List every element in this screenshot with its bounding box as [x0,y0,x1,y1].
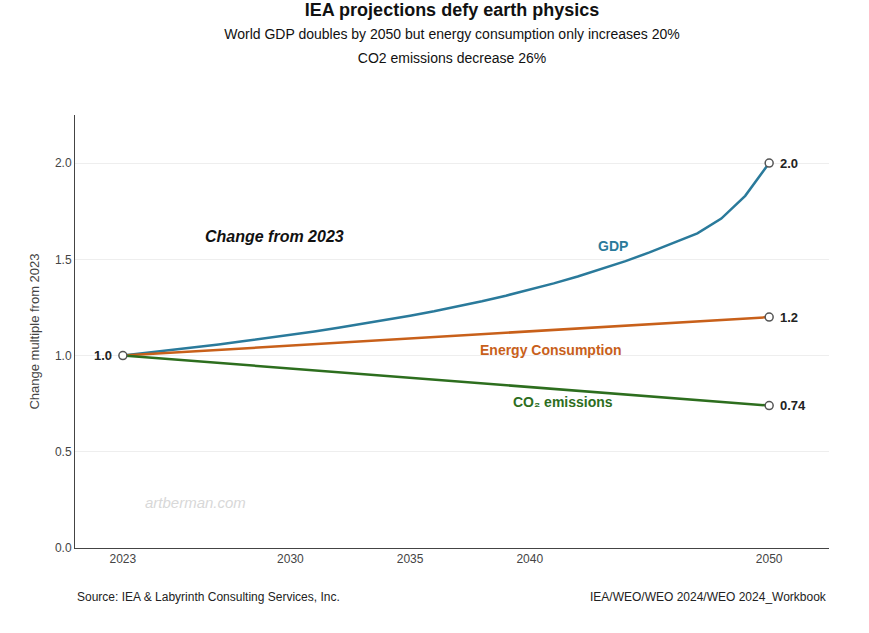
svg-text:0.74: 0.74 [780,398,806,413]
svg-text:Source: IEA & Labyrinth Consul: Source: IEA & Labyrinth Consulting Servi… [77,590,340,604]
svg-text:1.0: 1.0 [55,349,72,363]
svg-text:2023: 2023 [110,552,137,566]
svg-text:Change multiple from 2023: Change multiple from 2023 [27,253,42,409]
svg-text:0.5: 0.5 [55,445,72,459]
svg-text:2040: 2040 [516,552,543,566]
svg-text:2035: 2035 [397,552,424,566]
svg-text:1.0: 1.0 [94,348,112,363]
svg-text:2030: 2030 [277,552,304,566]
svg-text:2.0: 2.0 [55,156,72,170]
svg-text:artberman.com: artberman.com [145,494,246,511]
svg-text:1.5: 1.5 [55,253,72,267]
svg-text:IEA projections defy earth phy: IEA projections defy earth physicsWorld … [224,0,680,66]
svg-text:1.2: 1.2 [780,310,798,325]
svg-text:2050: 2050 [756,552,783,566]
svg-text:GDP: GDP [598,238,628,254]
svg-text:2.0: 2.0 [780,156,798,171]
svg-text:CO₂ emissions: CO₂ emissions [513,394,613,410]
svg-text:0.0: 0.0 [55,541,72,555]
svg-text:Energy Consumption: Energy Consumption [480,342,622,358]
svg-text:Change from 2023: Change from 2023 [205,228,344,245]
svg-text:IEA/WEO/WEO 2024/WEO 2024_Work: IEA/WEO/WEO 2024/WEO 2024_Workbook [590,590,827,604]
